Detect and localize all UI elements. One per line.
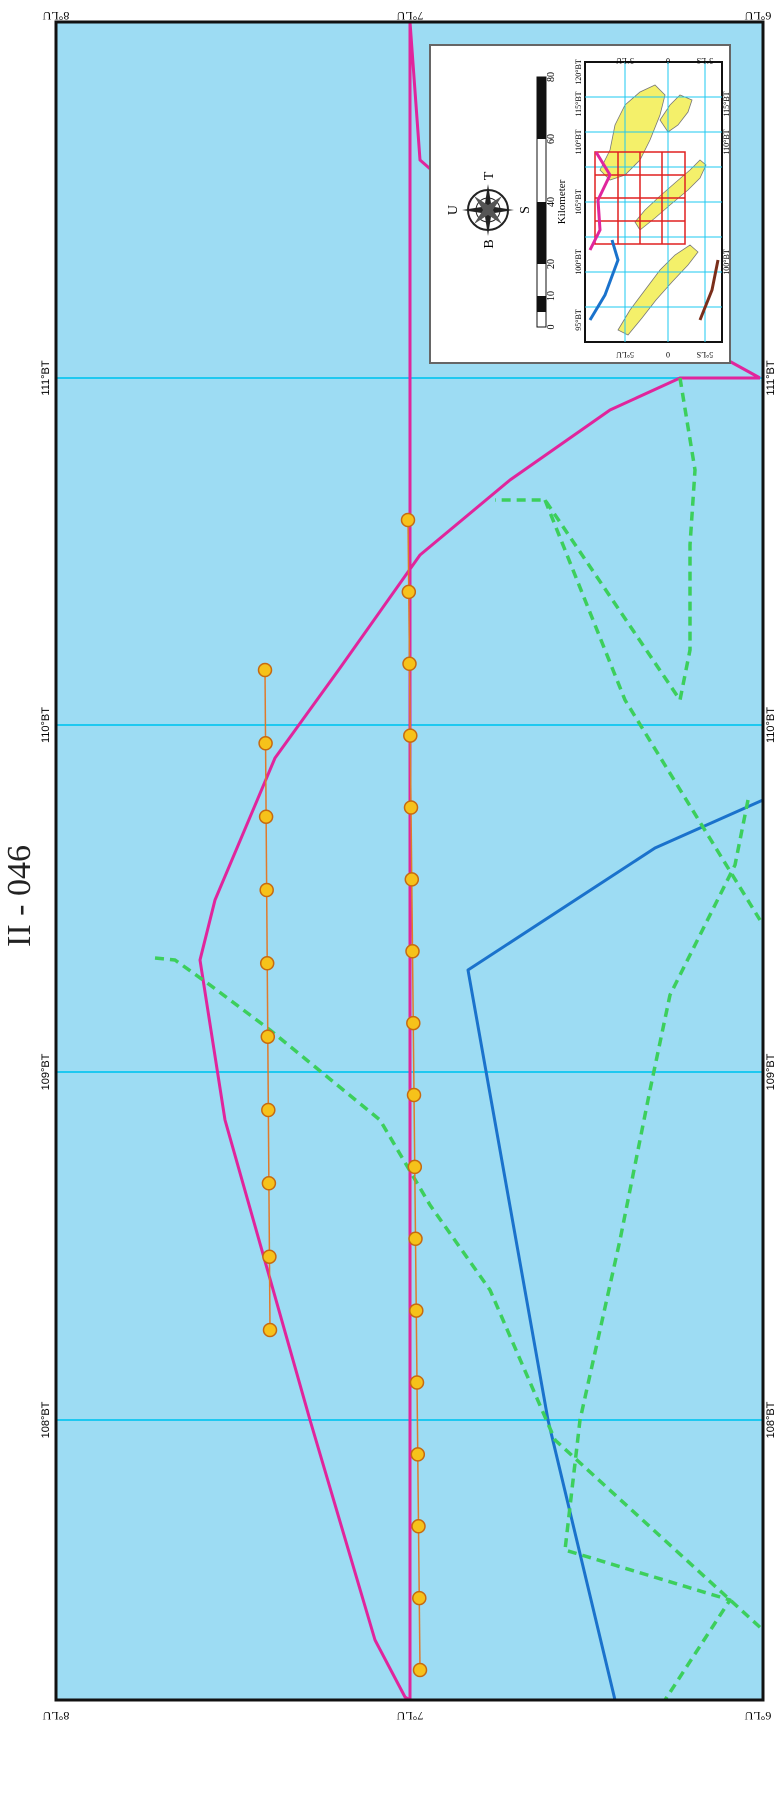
locator-lat-5ls: 5°LS: [697, 56, 714, 65]
survey-station-marker[interactable]: [259, 882, 274, 898]
locator-lon-120: 120°BT: [574, 59, 583, 85]
survey-station-marker[interactable]: [258, 809, 274, 824]
survey-station-marker[interactable]: [404, 872, 420, 887]
survey-station-marker[interactable]: [258, 736, 273, 751]
lat-label-8-bottom: 8°LU: [42, 1709, 69, 1723]
boundary-line-green-mid: [543, 499, 762, 921]
compass-north-label: U: [446, 205, 461, 215]
survey-track-line: [264, 669, 271, 1331]
lon-label-110-top: 110°BT: [40, 707, 52, 743]
lon-label-111-bottom: 111°BT: [765, 360, 777, 395]
compass-west-label: B: [482, 239, 497, 248]
inset-panel: U S T B Kilometer 0 10 20 40 60 80: [429, 44, 731, 364]
survey-station-marker[interactable]: [410, 1447, 426, 1462]
locator-lon-100: 100°BT: [574, 249, 583, 275]
scale-bar-segment-5: [537, 296, 546, 312]
survey-station-marker[interactable]: [260, 1029, 276, 1044]
survey-station-marker[interactable]: [409, 1375, 425, 1390]
survey-station-marker[interactable]: [412, 1590, 427, 1606]
lon-label-109-top: 109°BT: [40, 1053, 52, 1090]
survey-station-marker[interactable]: [412, 1662, 428, 1678]
locator-lon-95: 95°BT: [574, 309, 583, 331]
scale-tick-60: 60: [546, 134, 557, 144]
survey-station-marker[interactable]: [406, 1087, 422, 1103]
map-frame: [54, 20, 765, 1702]
locator-lat-5ls-bottom: 5°LS: [697, 350, 714, 359]
compass-east-label: T: [482, 171, 497, 180]
locator-lon-105: 105°BT: [574, 189, 583, 215]
survey-station-marker[interactable]: [411, 1519, 426, 1534]
lat-label-6-top: 6°LU: [744, 9, 771, 23]
locator-lat-5lu-bottom: 5°LU: [616, 350, 634, 359]
scale-unit-label: Kilometer: [556, 179, 568, 224]
scale-bar: Kilometer 0 10 20 40 60 80: [536, 72, 568, 330]
survey-station-marker[interactable]: [409, 1303, 424, 1318]
compass-diagonal-2: [474, 196, 502, 224]
locator-lon-labels: 95°BT 100°BT 105°BT 110°BT 115°BT 120°BT…: [574, 59, 731, 331]
compass-south-label: S: [518, 206, 533, 214]
survey-station-marker[interactable]: [262, 1249, 277, 1264]
survey-station-marker[interactable]: [261, 1102, 276, 1118]
survey-station-marker[interactable]: [261, 1176, 277, 1191]
locator-lon-115: 115°BT: [574, 91, 583, 116]
survey-station-marker[interactable]: [400, 512, 416, 528]
survey-station-marker[interactable]: [402, 656, 417, 672]
lon-label-110-bottom: 110°BT: [765, 707, 777, 743]
scale-tick-80: 80: [546, 72, 557, 82]
survey-station-marker[interactable]: [407, 1159, 423, 1175]
locator-lat-labels: 5°LU 0 5°LS 5°LU 0 5°LS: [616, 56, 713, 359]
north-arrow: U S T B: [446, 171, 533, 248]
locator-lat-0-bottom: 0: [666, 350, 670, 359]
scale-tick-0: 0: [546, 325, 557, 330]
lat-label-7-top: 7°LU: [396, 9, 423, 23]
scale-bar-segment-1: [537, 77, 546, 139]
locator-grid: [585, 62, 722, 342]
boundary-line-green-west: [154, 956, 765, 1632]
survey-station-marker[interactable]: [403, 728, 418, 743]
survey-track-2: [400, 512, 428, 1678]
survey-station-marker[interactable]: [262, 1322, 278, 1338]
scale-bar-segment-3: [537, 202, 546, 264]
lat-label-7-bottom: 7°LU: [396, 1709, 423, 1723]
locator-land-sumatra: [617, 244, 699, 336]
scale-tick-40: 40: [546, 197, 557, 207]
lat-label-8-top: 8°LU: [42, 9, 69, 23]
scale-tick-20: 20: [546, 259, 557, 269]
survey-station-marker[interactable]: [408, 1231, 423, 1247]
survey-station-marker[interactable]: [401, 584, 417, 600]
map-boundaries: [154, 20, 765, 1702]
locator-lon-115-bottom: 115°BT: [722, 91, 731, 116]
lat-label-6-bottom: 6°LU: [744, 1709, 771, 1723]
locator-lat-5lu: 5°LU: [616, 56, 634, 65]
survey-tracks: [257, 512, 428, 1678]
survey-track-1: [257, 662, 278, 1338]
boundary-line-green-south: [563, 799, 750, 1701]
locator-boundary-blue: [588, 239, 620, 321]
survey-station-marker[interactable]: [403, 800, 419, 815]
boundary-line-green-east: [495, 377, 697, 702]
locator-lon-110: 110°BT: [574, 129, 583, 154]
survey-station-marker[interactable]: [259, 956, 275, 971]
latitude-labels: 8°LU 7°LU 6°LU 8°LU 7°LU 6°LU: [42, 9, 771, 1723]
locator-land-java: [634, 159, 707, 231]
lon-label-109-bottom: 109°BT: [765, 1053, 777, 1090]
survey-station-marker[interactable]: [257, 662, 273, 678]
lon-label-108-bottom: 108°BT: [765, 1401, 777, 1438]
locator-boundary-magenta: [588, 151, 612, 251]
locator-lon-100-bottom: 100°BT: [722, 249, 731, 275]
locator-map: 95°BT 100°BT 105°BT 110°BT 115°BT 120°BT…: [574, 56, 731, 359]
survey-station-marker[interactable]: [405, 944, 420, 959]
scale-tick-10: 10: [546, 291, 557, 301]
lon-label-111-top: 111°BT: [40, 360, 52, 395]
locator-boundary-brown: [698, 259, 720, 321]
lon-label-108-top: 108°BT: [40, 1401, 52, 1438]
locator-lon-110-bottom: 110°BT: [722, 129, 731, 154]
survey-station-marker[interactable]: [406, 1015, 421, 1031]
longitude-labels: 108°BT 109°BT 110°BT 111°BT 108°BT 109°B…: [40, 360, 777, 1438]
locator-lat-0: 0: [666, 56, 670, 65]
locator-sheet-grid: [594, 151, 686, 245]
